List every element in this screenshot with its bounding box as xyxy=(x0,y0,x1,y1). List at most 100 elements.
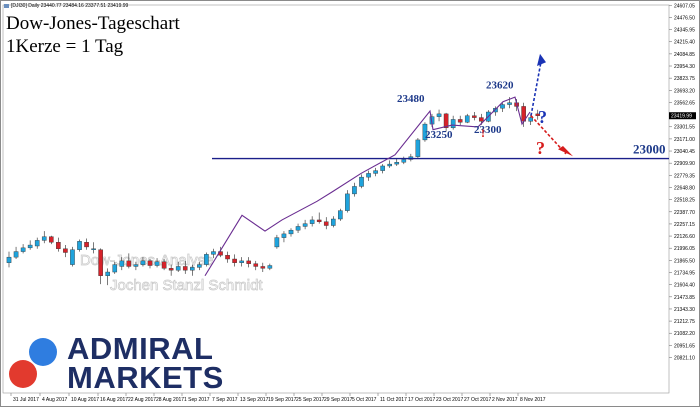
level-label-23000: 23000 xyxy=(633,142,666,157)
current-price-label: 23419.99 xyxy=(671,114,692,120)
candle-bull xyxy=(175,266,181,271)
candle-bull xyxy=(105,271,110,276)
y-tick-label: 24215.40 xyxy=(674,40,695,46)
label-23250: 23250 xyxy=(425,129,453,141)
candle-bear xyxy=(63,248,68,253)
candle-bull xyxy=(528,117,533,122)
y-tick-label: 20821.10 xyxy=(674,356,695,362)
watermark-line2: Jochen Stanzl Schmidt xyxy=(110,277,263,294)
candle-bear xyxy=(161,261,167,269)
candle-bear xyxy=(182,266,188,271)
candle-bull xyxy=(20,247,26,252)
label-23620: 23620 xyxy=(486,80,514,92)
logo-circles-icon xyxy=(9,338,57,388)
candle-bull xyxy=(450,119,456,129)
candle-bull xyxy=(373,170,378,174)
candle-bear xyxy=(246,260,252,264)
candle-bull xyxy=(352,186,357,195)
x-tick-label: 1 Sep 2017 xyxy=(184,397,210,403)
candle-bull xyxy=(204,254,209,265)
candle-bull xyxy=(288,229,294,235)
candle-bear xyxy=(147,260,153,266)
candle-bear xyxy=(126,260,132,267)
candle-bear xyxy=(49,236,54,243)
x-tick-label: 11 Oct 2017 xyxy=(380,397,407,403)
y-tick-label: 22257.15 xyxy=(674,222,695,228)
candle-bear xyxy=(316,219,322,222)
candle-bull xyxy=(119,260,125,267)
candle-bull xyxy=(274,237,280,248)
y-tick-label: 23301.55 xyxy=(674,125,695,131)
candle-bull xyxy=(70,249,75,265)
candle-bull xyxy=(77,241,82,250)
candle-bull xyxy=(27,244,33,249)
candle-bull xyxy=(112,264,118,273)
y-tick-label: 20951.65 xyxy=(674,343,695,349)
candle-bear xyxy=(225,255,230,260)
label-23300: 23300 xyxy=(474,124,502,136)
x-tick-label: 4 Aug 2017 xyxy=(42,397,68,403)
x-tick-label: 10 Aug 2017 xyxy=(71,397,99,403)
x-tick-label: 31 Jul 2017 xyxy=(13,397,39,403)
candle-bear xyxy=(253,263,259,267)
x-tick-label: 13 Sep 2017 xyxy=(240,397,269,403)
y-tick-label: 24607.05 xyxy=(674,3,695,9)
x-tick-label: 19 Sep 2017 xyxy=(268,397,297,403)
y-tick-label: 21996.05 xyxy=(674,246,695,252)
candle-bull xyxy=(500,104,505,109)
candle-bull xyxy=(91,248,96,250)
y-tick-label: 21604.40 xyxy=(674,283,695,289)
x-tick-label: 7 Sep 2017 xyxy=(212,397,238,403)
candle-bull xyxy=(366,173,371,178)
y-tick-label: 23693.20 xyxy=(674,88,695,94)
y-tick-label: 24084.85 xyxy=(674,52,695,58)
y-tick-label: 22126.60 xyxy=(674,234,695,240)
candle-bull xyxy=(239,260,244,263)
chart-window-icon xyxy=(4,3,9,8)
candle-bull xyxy=(359,176,364,187)
y-tick-label: 22387.70 xyxy=(674,210,695,216)
up-arrow-dashed xyxy=(530,61,542,116)
label-23480: 23480 xyxy=(397,93,425,105)
x-tick-label: 28 Aug 2017 xyxy=(156,397,184,403)
candle-bull xyxy=(401,159,407,163)
x-tick-label: 22 Aug 2017 xyxy=(128,397,156,403)
candle-bull xyxy=(13,251,19,258)
candle-bull xyxy=(133,264,139,267)
candle-bull xyxy=(394,162,400,165)
chart-subtitle: 1Kerze = 1 Tag xyxy=(6,36,124,57)
x-tick-label: 5 Oct 2017 xyxy=(352,397,377,403)
candle-bull xyxy=(34,240,40,247)
candle-bear xyxy=(535,113,541,116)
plot-frame xyxy=(2,4,670,394)
candle-bull xyxy=(387,163,393,167)
candle-bear xyxy=(98,249,103,276)
candle-bull xyxy=(281,233,287,238)
label-question-blue: ? xyxy=(538,107,547,127)
candle-bull xyxy=(302,223,308,227)
candle-bear xyxy=(56,242,61,249)
candle-bull xyxy=(295,226,301,231)
candle-bull xyxy=(507,102,512,105)
candle-bear xyxy=(323,221,329,226)
x-tick-label: 23 Oct 2017 xyxy=(436,397,463,403)
label-question-red: ? xyxy=(536,138,545,158)
candle-bull xyxy=(345,193,350,211)
admiral-markets-logo: ADMIRAL MARKETS xyxy=(3,330,223,393)
candle-bull xyxy=(338,210,343,220)
candle-bull xyxy=(436,113,442,117)
logo-text-admiral: ADMIRAL xyxy=(67,331,214,366)
y-tick-label: 23562.65 xyxy=(674,100,695,106)
candle-bull xyxy=(41,236,47,241)
candle-bull xyxy=(197,264,202,268)
candle-bull xyxy=(331,218,336,226)
candle-bear xyxy=(84,242,89,248)
y-tick-label: 24345.95 xyxy=(674,28,695,34)
x-tick-label: 29 Sep 2017 xyxy=(324,397,353,403)
y-tick-label: 22909.90 xyxy=(674,161,695,167)
y-tick-label: 23171.00 xyxy=(674,137,695,143)
candle-bear xyxy=(443,113,449,129)
y-tick-label: 21343.30 xyxy=(674,307,695,313)
